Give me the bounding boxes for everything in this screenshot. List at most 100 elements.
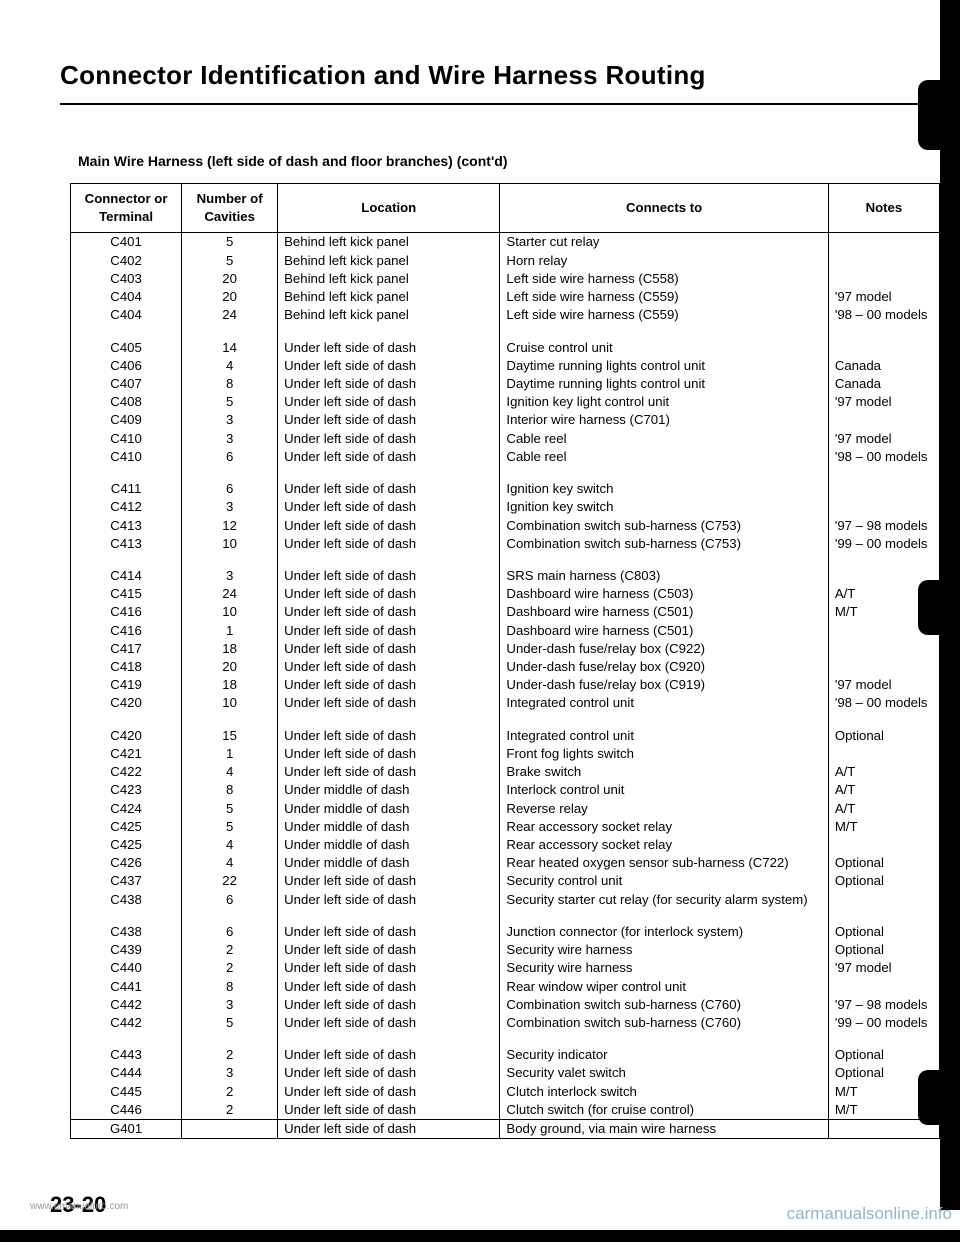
- cell-notes: [828, 836, 939, 854]
- table-row: C4255Under middle of dashRear accessory …: [71, 818, 940, 836]
- cell-connects: Clutch interlock switch: [500, 1083, 828, 1101]
- cell-location: Under middle of dash: [278, 836, 500, 854]
- table-row: C4254Under middle of dashRear accessory …: [71, 836, 940, 854]
- table-row: G401Under left side of dashBody ground, …: [71, 1120, 940, 1139]
- cell-cavities: 2: [182, 959, 278, 977]
- cell-notes: '97 model: [828, 959, 939, 977]
- cell-cavities: 3: [182, 411, 278, 429]
- table-row: C4423Under left side of dashCombination …: [71, 996, 940, 1014]
- cell-notes: [828, 640, 939, 658]
- table-row: C41310Under left side of dashCombination…: [71, 535, 940, 553]
- cell-connects: Rear heated oxygen sensor sub-harness (C…: [500, 854, 828, 872]
- cell-connects: Combination switch sub-harness (C753): [500, 535, 828, 553]
- cell-connects: Interior wire harness (C701): [500, 411, 828, 429]
- cell-notes: '97 model: [828, 676, 939, 694]
- cell-connects: Integrated control unit: [500, 694, 828, 712]
- cell-connector: C423: [71, 781, 182, 799]
- cell-connector: G401: [71, 1120, 182, 1139]
- cell-notes: '97 model: [828, 393, 939, 411]
- cell-connector: C441: [71, 978, 182, 996]
- cell-location: Under left side of dash: [278, 480, 500, 498]
- cell-connects: Under-dash fuse/relay box (C922): [500, 640, 828, 658]
- cell-location: Behind left kick panel: [278, 306, 500, 324]
- table-row: C4402Under left side of dashSecurity wir…: [71, 959, 940, 977]
- cell-location: Under left side of dash: [278, 763, 500, 781]
- cell-cavities: 10: [182, 603, 278, 621]
- table-row: C4161Under left side of dashDashboard wi…: [71, 622, 940, 640]
- cell-connector: C421: [71, 745, 182, 763]
- cell-location: Under left side of dash: [278, 745, 500, 763]
- cell-cavities: 20: [182, 658, 278, 676]
- table-row: C4015Behind left kick panelStarter cut r…: [71, 233, 940, 252]
- cell-connects: Security wire harness: [500, 959, 828, 977]
- cell-location: Under left side of dash: [278, 1083, 500, 1101]
- cell-notes: [828, 252, 939, 270]
- cell-connector: C425: [71, 818, 182, 836]
- cell-connects: Interlock control unit: [500, 781, 828, 799]
- table-row: C41610Under left side of dashDashboard w…: [71, 603, 940, 621]
- cell-cavities: 20: [182, 270, 278, 288]
- cell-connects: Cruise control unit: [500, 339, 828, 357]
- cell-connects: Horn relay: [500, 252, 828, 270]
- cell-cavities: 12: [182, 517, 278, 535]
- cell-location: Under left side of dash: [278, 872, 500, 890]
- th-connector: Connector or Terminal: [71, 184, 182, 233]
- cell-connects: Body ground, via main wire harness: [500, 1120, 828, 1139]
- cell-notes: [828, 233, 939, 252]
- cell-cavities: 1: [182, 622, 278, 640]
- cell-connects: Clutch switch (for cruise control): [500, 1101, 828, 1120]
- table-row: C41312Under left side of dashCombination…: [71, 517, 940, 535]
- binder-tab: [918, 1070, 960, 1125]
- cell-connector: C406: [71, 357, 182, 375]
- cell-connector: C419: [71, 676, 182, 694]
- cell-notes: Optional: [828, 1046, 939, 1064]
- table-row: C4245Under middle of dashReverse relayA/…: [71, 800, 940, 818]
- cell-location: Under left side of dash: [278, 567, 500, 585]
- cell-notes: [828, 480, 939, 498]
- cell-cavities: 2: [182, 1101, 278, 1120]
- cell-connector: C444: [71, 1064, 182, 1082]
- cell-connects: Security wire harness: [500, 941, 828, 959]
- cell-connects: Left side wire harness (C559): [500, 288, 828, 306]
- table-row: C4224Under left side of dashBrake switch…: [71, 763, 940, 781]
- cell-connector: C439: [71, 941, 182, 959]
- table-row: C4264Under middle of dashRear heated oxy…: [71, 854, 940, 872]
- cell-notes: [828, 498, 939, 516]
- cell-cavities: 14: [182, 339, 278, 357]
- cell-location: Under left side of dash: [278, 1014, 500, 1032]
- cell-connects: Front fog lights switch: [500, 745, 828, 763]
- cell-connector: C418: [71, 658, 182, 676]
- cell-connector: C417: [71, 640, 182, 658]
- cell-connector: C403: [71, 270, 182, 288]
- cell-location: Under left side of dash: [278, 411, 500, 429]
- cell-cavities: 5: [182, 233, 278, 252]
- cell-location: Behind left kick panel: [278, 270, 500, 288]
- binder-tab: [918, 80, 960, 150]
- cell-location: Under left side of dash: [278, 658, 500, 676]
- table-row: C4386Under left side of dashJunction con…: [71, 923, 940, 941]
- cell-cavities: 4: [182, 763, 278, 781]
- table-row: C4123Under left side of dashIgnition key…: [71, 498, 940, 516]
- cell-location: Under left side of dash: [278, 375, 500, 393]
- cell-connector: C404: [71, 288, 182, 306]
- cell-connects: Ignition key switch: [500, 498, 828, 516]
- cell-connector: C422: [71, 763, 182, 781]
- cell-location: Under left side of dash: [278, 978, 500, 996]
- cell-location: Under left side of dash: [278, 694, 500, 712]
- cell-cavities: 1: [182, 745, 278, 763]
- table-row: C40420Behind left kick panelLeft side wi…: [71, 288, 940, 306]
- table-row: C40514Under left side of dashCruise cont…: [71, 339, 940, 357]
- cell-connector: C409: [71, 411, 182, 429]
- table-row: C42015Under left side of dashIntegrated …: [71, 727, 940, 745]
- cell-location: Under left side of dash: [278, 535, 500, 553]
- cell-notes: Optional: [828, 727, 939, 745]
- cell-location: Under left side of dash: [278, 430, 500, 448]
- cell-connector: C420: [71, 727, 182, 745]
- cell-connector: C405: [71, 339, 182, 357]
- cell-location: Under left side of dash: [278, 498, 500, 516]
- cell-notes: A/T: [828, 763, 939, 781]
- table-row: C4238Under middle of dashInterlock contr…: [71, 781, 940, 799]
- cell-connects: Ignition key switch: [500, 480, 828, 498]
- table-row: C4103Under left side of dashCable reel'9…: [71, 430, 940, 448]
- table-row: C4064Under left side of dashDaytime runn…: [71, 357, 940, 375]
